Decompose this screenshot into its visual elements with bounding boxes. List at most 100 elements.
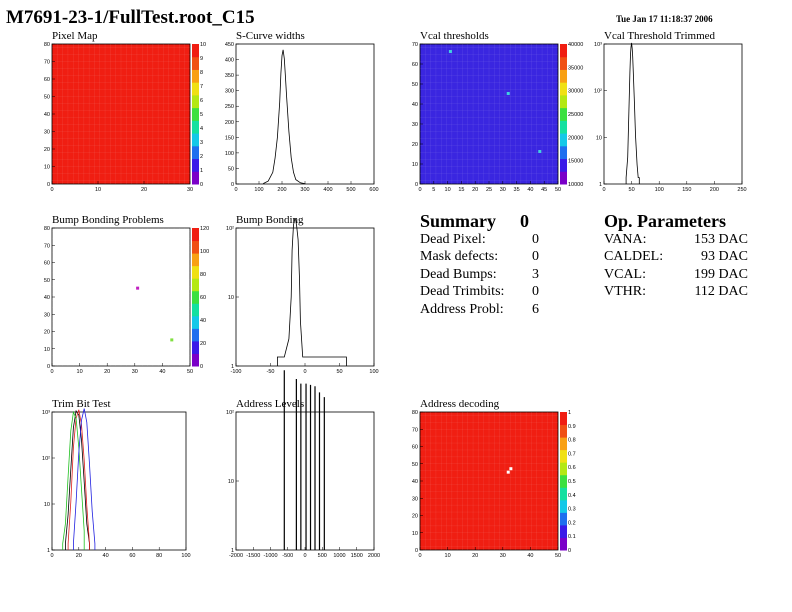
address_levels-x-tick-label: 2000	[368, 553, 380, 559]
bump_problems-y-tick-label: 60	[44, 261, 50, 267]
trim_bit-series-line	[65, 409, 90, 550]
summary-row: Address Probl: 6	[420, 301, 539, 319]
address_decoding-y-tick-label: 70	[412, 427, 418, 433]
bump_problems-colorbar-segment	[192, 353, 199, 367]
summary-value: 0	[532, 249, 539, 264]
vcal_thresholds-colorbar-segment	[560, 145, 567, 160]
bump_problems-hot-pixel	[170, 338, 174, 342]
address-levels-title: Address Levels	[236, 398, 305, 410]
address_levels-y-tick-label: 1	[231, 548, 234, 554]
summary-label: Dead Pixel:	[420, 231, 486, 247]
vcal_thresholds-colorbar-tick: 30000	[568, 89, 583, 95]
bump_problems-x-tick-label: 0	[50, 369, 53, 375]
scurve_widths-y-tick-label: 50	[228, 166, 234, 172]
address_levels-x-tick-label: -1000	[263, 553, 277, 559]
scurve_widths-series-line	[263, 49, 306, 185]
pixel_map-colorbar-segment	[192, 158, 199, 172]
pixel_map-y-tick-label: 0	[47, 182, 50, 188]
pixel_map-colorbar-segment	[192, 56, 199, 70]
summary-rows: Dead Pixel: 0 Mask defects: 0 Dead Bumps: 3 De…	[420, 231, 539, 319]
address_decoding-x-tick-label: 10	[445, 553, 451, 559]
address_levels-x-tick-label: -2000	[229, 553, 243, 559]
address_levels-y-tick-label: 10	[228, 479, 234, 485]
pixel_map-colorbar-tick: 3	[200, 140, 203, 146]
vcal_thresholds-colorbar-segment	[560, 171, 567, 185]
scurve_widths-x-tick-label: 0	[234, 187, 237, 193]
trim_bit-x-tick-label: 100	[181, 553, 190, 559]
scurve_widths-y-tick-label: 100	[225, 151, 234, 157]
bump_problems-colorbar-segment	[192, 240, 199, 254]
pixel_map-y-tick-label: 60	[44, 77, 50, 83]
address_decoding-x-tick-label: 20	[472, 553, 478, 559]
op-param-row: VCAL: 199 DAC	[604, 266, 748, 284]
vcal_thresholds-colorbar-segment	[560, 158, 567, 172]
address_decoding-colorbar-tick: 0	[568, 548, 571, 554]
pixel_map-colorbar-segment	[192, 82, 199, 96]
op-param-value: 199 DAC	[693, 266, 748, 282]
bump_problems-colorbar-segment	[192, 340, 199, 354]
address_levels-x-tick-label: 0	[303, 553, 306, 559]
address_decoding-colorbar-tick: 0.4	[568, 493, 576, 499]
bump_problems-y-tick-label: 0	[47, 364, 50, 370]
scurve_widths-x-tick-label: 300	[300, 187, 309, 193]
vcal_thresholds-y-tick-label: 50	[412, 82, 418, 88]
vcal_thresholds-colorbar-tick: 35000	[568, 65, 583, 71]
summary-heading-value: 0	[520, 211, 529, 231]
summary-heading: Summary 0	[420, 211, 539, 231]
address_levels-plot-frame	[235, 411, 375, 551]
pixel_map-colorbar-tick: 0	[200, 182, 203, 188]
summary-label: Dead Bumps:	[420, 266, 497, 282]
bump_problems-colorbar-tick: 100	[200, 249, 209, 255]
bump_problems-colorbar-tick: 40	[200, 318, 206, 324]
trim_bit-x-tick-label: 60	[129, 553, 135, 559]
pixel_map-colorbar-segment	[192, 94, 199, 109]
address_decoding-colorbar-segment	[560, 462, 567, 476]
vcal_thresholds-colorbar-tick: 20000	[568, 135, 583, 141]
bump_problems-y-tick-label: 70	[44, 243, 50, 249]
vcal_trimmed-x-tick-label: 0	[602, 187, 605, 193]
scurve-title: S-Curve widths	[236, 30, 305, 42]
pixel_map-colorbar-tick: 10	[200, 42, 206, 48]
pixel_map-colorbar-segment	[192, 69, 199, 83]
bump_problems-colorbar-tick: 120	[200, 226, 209, 232]
trim_bit-y-tick-label: 10	[44, 502, 50, 508]
trim-bit-title: Trim Bit Test	[52, 398, 111, 410]
summary-block: Summary 0 Dead Pixel: 0 Mask defects: 0 Dead…	[420, 211, 539, 319]
address_levels-x-tick-label: 1500	[351, 553, 363, 559]
pixel_map-colorbar-tick: 6	[200, 98, 203, 104]
vcal_thresholds-y-tick-label: 60	[412, 62, 418, 68]
bump_problems-y-tick-label: 50	[44, 278, 50, 284]
address_levels-x-tick-label: 500	[318, 553, 327, 559]
bump_problems-y-tick-label: 10	[44, 347, 50, 353]
pixel_map-plot-frame	[51, 43, 191, 185]
pixel_map-x-tick-label: 30	[187, 187, 193, 193]
bump_problems-colorbar-segment	[192, 278, 199, 292]
bump_problems-x-tick-label: 50	[187, 369, 193, 375]
address_decoding-x-tick-label: 50	[555, 553, 561, 559]
scurve_widths-y-tick-label: 400	[225, 58, 234, 64]
vcal_trimmed-y-tick-label: 10	[596, 135, 602, 141]
vcal-trimmed-title: Vcal Threshold Trimmed	[604, 30, 716, 42]
bump_problems-colorbar-segment	[192, 328, 199, 342]
bump_problems-colorbar-tick: 20	[200, 341, 206, 347]
pixel_map-colorbar-tick: 8	[200, 70, 203, 76]
bump_problems-y-tick-label: 80	[44, 226, 50, 232]
op-param-row: CALDEL: 93 DAC	[604, 248, 748, 266]
pixel_map-colorbar-tick: 5	[200, 112, 203, 118]
address_decoding-y-tick-label: 60	[412, 445, 418, 451]
page-title: M7691-23-1/FullTest.root_C15	[6, 7, 255, 28]
scurve-sigma: σ: 24.35	[333, 53, 367, 63]
pixel_map-colorbar-segment	[192, 171, 199, 185]
bump_problems-colorbar-tick: 80	[200, 272, 206, 278]
address_decoding-colorbar-segment	[560, 474, 567, 488]
bump_bonding-x-tick-label: 50	[336, 369, 342, 375]
vcal_thresholds-colorbar-segment	[560, 120, 567, 134]
op-param-label: VCAL:	[604, 266, 646, 282]
bump_bonding-x-tick-label: -50	[267, 369, 275, 375]
vcal_trimmed-y-tick-label: 1	[599, 182, 602, 188]
scurve_widths-y-tick-label: 150	[225, 135, 234, 141]
vcal_thresholds-colorbar-segment	[560, 107, 567, 121]
scurve_widths-y-tick-label: 250	[225, 104, 234, 110]
vcal_trimmed-x-tick-label: 100	[655, 187, 664, 193]
